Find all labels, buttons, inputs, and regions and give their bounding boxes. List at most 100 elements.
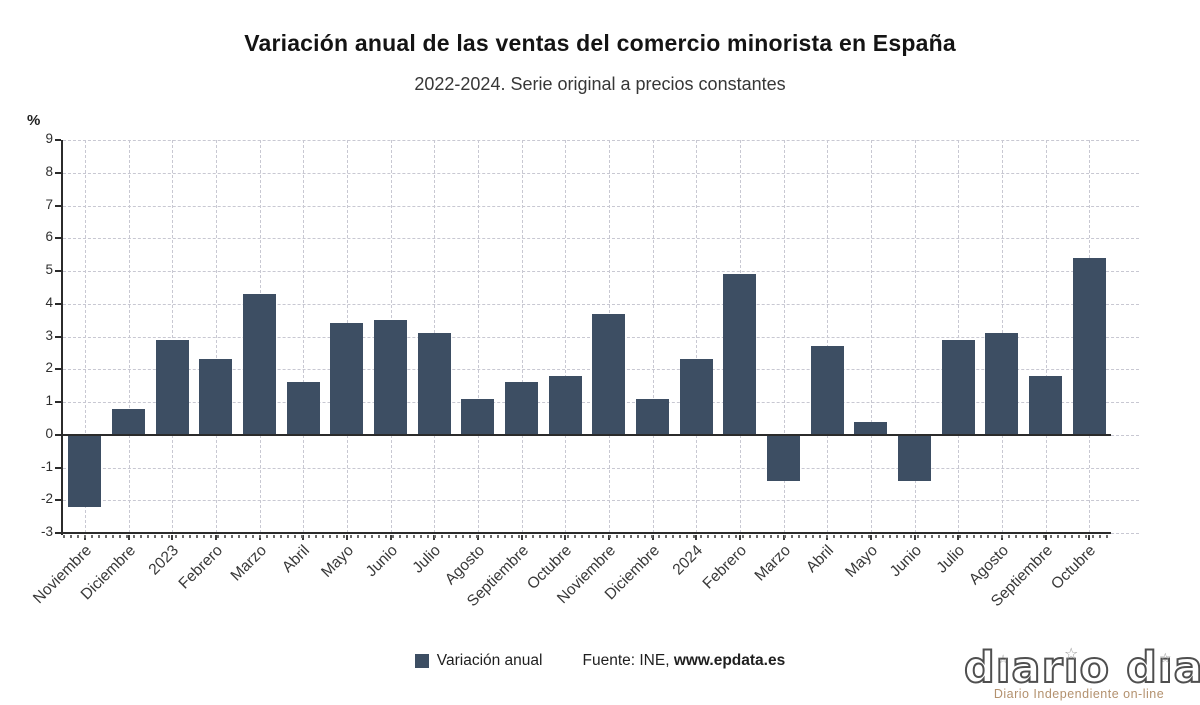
gridline-vertical [521, 140, 523, 533]
y-axis-unit-label: % [27, 112, 41, 129]
bar [1029, 375, 1062, 435]
x-axis-tick [433, 535, 436, 540]
x-axis-tick [389, 535, 392, 540]
x-axis-tick [957, 535, 960, 540]
legend-row: Variación anual Fuente: INE, www.epdata.… [0, 648, 1200, 674]
bar [68, 434, 102, 507]
bar [461, 398, 495, 435]
y-tick-label: 0 [45, 425, 53, 441]
plot-area: 9 8 7 6 5 4 3 2 1 0 -1 -2 -3 Noviembre Diciembre 2023 Fe… [30, 131, 1139, 610]
x-axis-tick [1088, 535, 1091, 540]
y-tick-label: -2 [40, 491, 53, 507]
zero-baseline [63, 433, 1111, 436]
y-axis-tick [55, 171, 61, 174]
x-axis-tick [302, 535, 305, 540]
bar [854, 421, 888, 435]
x-axis-minor-ticks [63, 534, 1111, 538]
logo-letter-i: ı ☆ [995, 644, 1012, 692]
bar [679, 359, 713, 435]
y-tick-label: 3 [45, 327, 53, 343]
x-axis-tick [782, 535, 785, 540]
x-axis-tick [520, 535, 523, 540]
x-axis-tick [738, 535, 741, 540]
y-tick-label: 2 [45, 360, 53, 376]
x-axis-tick [695, 535, 698, 540]
y-tick-label: -3 [40, 524, 53, 539]
x-axis-tick [1044, 535, 1047, 540]
x-axis-tick [913, 535, 916, 540]
watermark-tagline: Diario Independiente on-line [993, 687, 1165, 701]
y-axis-tick [55, 270, 61, 272]
gridline-horizontal [63, 205, 1139, 207]
bar [810, 346, 844, 435]
gridline-vertical [870, 140, 872, 533]
logo-letter-i: ı ☆ [1063, 644, 1080, 692]
logo-letter-i: ı ☆ [1157, 644, 1174, 692]
y-axis-tick [55, 532, 61, 534]
logo-letter: o [1079, 643, 1111, 693]
x-axis-tick [127, 535, 130, 540]
bar [723, 274, 757, 435]
x-axis-line [63, 532, 1111, 534]
x-axis-tick [214, 535, 217, 540]
y-axis-tick [55, 401, 61, 403]
gridline-vertical [215, 140, 217, 533]
y-tick-label: 7 [45, 196, 53, 212]
gridline-vertical [652, 140, 654, 533]
diario-dia-watermark: dı ☆ arı ☆ o dı ☆ a Diario Independiente on-li… [963, 643, 1200, 701]
gridline-horizontal [63, 140, 1139, 141]
gridline-vertical [172, 140, 174, 533]
gridline-vertical [128, 140, 130, 533]
logo-letter: a [1011, 643, 1042, 693]
y-axis-tick [55, 204, 61, 207]
x-axis-tick [1000, 535, 1003, 540]
gridline-vertical [303, 140, 305, 533]
bar [636, 398, 669, 435]
bar [286, 382, 320, 435]
bar [898, 434, 931, 481]
star-icon: ☆ [1158, 651, 1173, 667]
bar [330, 323, 364, 435]
logo-letter: d [963, 643, 996, 693]
x-axis-tick [607, 535, 610, 540]
bar [548, 375, 582, 435]
x-axis-tick [258, 535, 261, 540]
chart-title: Variación anual de las ventas del comerc… [244, 30, 956, 56]
y-axis-tick [55, 302, 61, 305]
gridline-vertical [477, 140, 479, 533]
x-axis-tick [826, 535, 829, 540]
y-tick-label: 5 [45, 262, 53, 277]
legend-label: Variación anual [436, 652, 543, 669]
star-icon: ☆ [1063, 644, 1080, 663]
bar [592, 313, 626, 435]
y-axis-tick [55, 466, 61, 469]
bar [374, 320, 407, 435]
x-axis-tick [171, 535, 174, 540]
bar [417, 333, 451, 435]
y-axis-tick [55, 139, 61, 141]
y-axis-tick [55, 499, 61, 502]
y-tick-label: 4 [45, 294, 53, 310]
legend-item: Variación anual [414, 652, 543, 670]
logo-letter [1110, 643, 1126, 693]
bar [155, 339, 189, 435]
bar [199, 359, 233, 435]
diario-dia-logo: dı ☆ arı ☆ o dı ☆ a [963, 643, 1200, 693]
bar [941, 339, 975, 435]
y-axis-line [61, 140, 63, 535]
gridline-vertical [84, 140, 86, 533]
bar [243, 293, 276, 435]
y-axis-tick [55, 433, 61, 436]
gridline-vertical [696, 140, 698, 533]
source-link[interactable]: www.epdata.es [673, 652, 786, 669]
gridline-vertical [958, 140, 960, 533]
y-axis-tick [55, 237, 61, 240]
gridline-vertical [914, 140, 916, 533]
gridline-vertical [1045, 140, 1047, 533]
logo-letter: d [1125, 643, 1158, 693]
bar [767, 434, 800, 481]
star-icon: ☆ [997, 652, 1010, 666]
legend-swatch-icon [414, 654, 429, 668]
gridline-horizontal [63, 500, 1139, 502]
